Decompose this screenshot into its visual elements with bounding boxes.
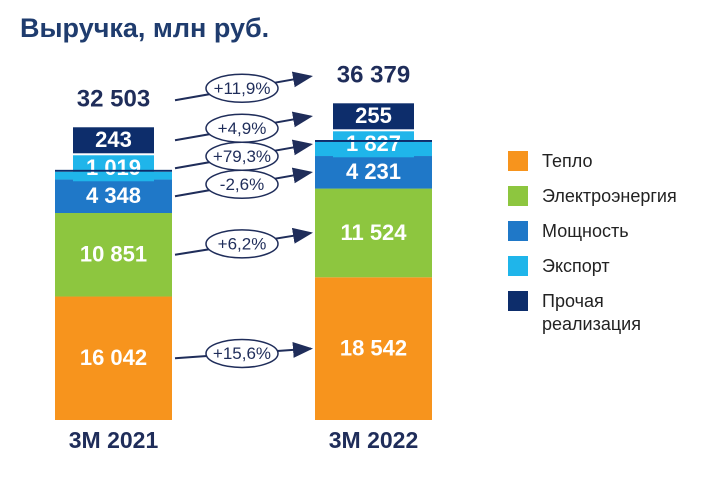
bar-segment [315,156,432,189]
value-label: 10 851 [80,242,147,267]
legend-swatch [508,221,528,241]
total-label: 32 503 [77,86,150,113]
label-box [73,155,154,182]
x-tick-label: 3M 2021 [69,427,159,453]
value-label: 18 542 [340,335,407,360]
change-label: -2,6% [220,175,264,194]
bar-segment [315,188,432,278]
value-label: 4 231 [346,159,401,184]
value-label: 16 042 [80,345,147,370]
value-label: 255 [355,103,392,128]
change-label: +15,6% [213,344,271,363]
total-label: 36 379 [337,62,410,89]
legend-item: Мощность [508,220,708,243]
legend-label: Электроэнергия [542,186,677,206]
bar-segment [55,296,172,420]
legend-item: Электроэнергия [508,185,708,208]
label-box [333,103,414,130]
legend-label: Экспорт [542,256,610,276]
bar-segment [315,277,432,420]
label-box [333,131,414,158]
change-badge [205,73,279,104]
change-label: +11,9% [214,79,271,98]
value-label: 1 827 [346,131,401,156]
change-label: +4,9% [218,119,267,138]
value-label: 1 019 [86,155,141,180]
legend-swatch [508,291,528,311]
legend: Тепло Электроэнергия Мощность Экспорт Прочая… [508,150,708,348]
bar-segment [55,169,172,172]
legend-swatch [508,186,528,206]
chart-title: Выручка, млн руб. [20,13,269,43]
legend-label: Тепло [542,151,593,171]
legend-label: Мощность [542,221,629,241]
legend-swatch [508,256,528,276]
legend-swatch [508,151,528,171]
value-label: 243 [95,127,132,152]
label-box [73,127,154,154]
change-badge [205,338,279,369]
value-label: 11 524 [340,220,407,245]
legend-label: Прочая реализация [542,291,641,334]
value-label: 4 348 [86,183,141,208]
legend-item: Тепло [508,150,708,173]
bar-segment [55,213,172,297]
bar-segment [315,140,432,142]
change-label: +79,3% [213,147,271,166]
legend-item: Экспорт [508,255,708,278]
change-badge [205,113,279,144]
legend-item: Прочая реализация [508,290,708,336]
change-badge [205,229,279,259]
change-label: +6,2% [218,234,267,253]
x-tick-label: 3M 2022 [329,427,419,453]
bar-segment [55,179,172,214]
